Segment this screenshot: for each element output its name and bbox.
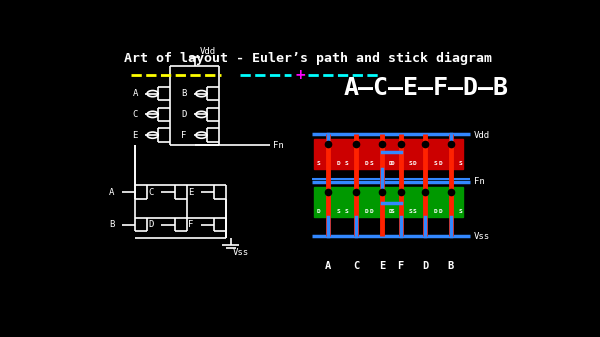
Text: C: C <box>353 261 359 271</box>
Text: S: S <box>413 209 417 214</box>
Text: D: D <box>413 161 417 166</box>
Text: S: S <box>344 161 348 166</box>
Text: E: E <box>379 261 385 271</box>
Text: D: D <box>365 161 368 166</box>
Bar <box>314 139 463 169</box>
Text: A: A <box>325 261 332 271</box>
Text: E: E <box>133 131 138 140</box>
Text: Art of layout - Euler’s path and stick diagram: Art of layout - Euler’s path and stick d… <box>124 52 491 65</box>
Text: D: D <box>422 261 428 271</box>
Text: S: S <box>459 161 463 166</box>
Text: D: D <box>316 209 320 214</box>
Text: S: S <box>344 209 348 214</box>
Text: S: S <box>433 161 437 166</box>
Text: Fn: Fn <box>272 141 283 150</box>
Text: D: D <box>388 161 392 166</box>
Text: S: S <box>409 209 413 214</box>
Text: S: S <box>337 209 341 214</box>
Bar <box>314 187 463 217</box>
Text: +: + <box>295 68 307 82</box>
Text: D: D <box>181 110 187 119</box>
Text: C: C <box>149 188 154 197</box>
Text: D: D <box>439 161 442 166</box>
Text: S: S <box>370 161 374 166</box>
Text: A–C–E–F–D–B: A–C–E–F–D–B <box>344 76 509 100</box>
Text: F: F <box>397 261 404 271</box>
Text: D: D <box>390 161 394 166</box>
Text: F: F <box>188 220 194 229</box>
Text: Vss: Vss <box>233 248 249 257</box>
Text: Vss: Vss <box>474 232 490 241</box>
Text: S: S <box>459 209 463 214</box>
Text: D: D <box>370 209 374 214</box>
Text: D: D <box>433 209 437 214</box>
Text: B: B <box>448 261 454 271</box>
Text: D: D <box>149 220 154 229</box>
Text: D: D <box>388 209 392 214</box>
Text: S: S <box>409 161 413 166</box>
Text: E: E <box>188 188 194 197</box>
Text: B: B <box>181 89 187 98</box>
Text: S: S <box>390 209 394 214</box>
Text: Vdd: Vdd <box>474 131 490 140</box>
Text: Fn: Fn <box>474 177 485 186</box>
Text: S: S <box>316 161 320 166</box>
Text: D: D <box>337 161 341 166</box>
Text: B: B <box>109 220 115 229</box>
Text: D: D <box>439 209 442 214</box>
Text: A: A <box>133 89 138 98</box>
Text: D: D <box>365 209 368 214</box>
Text: F: F <box>181 131 187 140</box>
Text: Vdd: Vdd <box>199 47 215 56</box>
Text: A: A <box>109 188 115 197</box>
Text: C: C <box>133 110 138 119</box>
